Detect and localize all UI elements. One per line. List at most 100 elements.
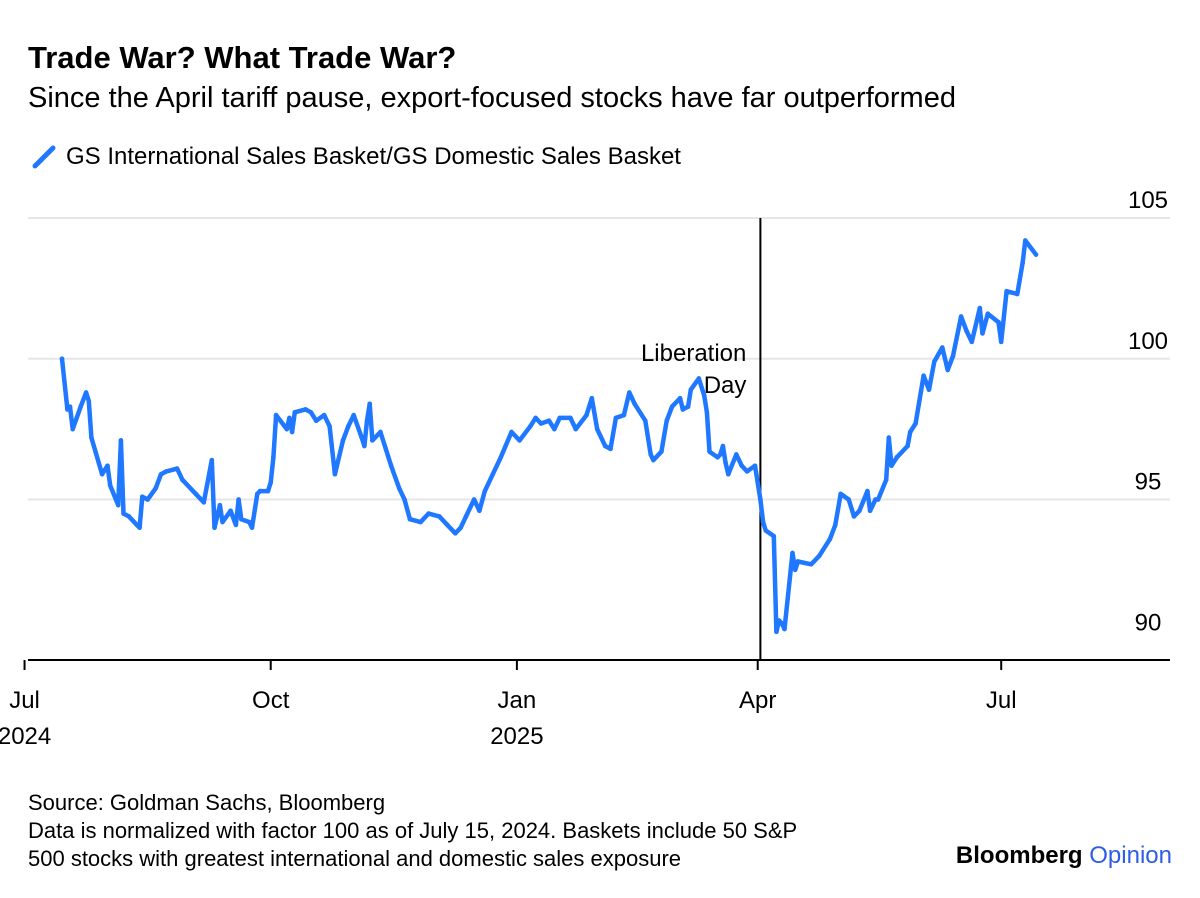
data-point-74 [477,508,482,514]
data-point-100 [659,449,664,454]
data-point-73 [471,497,477,502]
x-tick-label-0: Jul [9,687,40,714]
data-point-32 [236,497,241,502]
data-point-150 [913,421,918,426]
data-point-143 [875,497,881,502]
data-point-116 [734,452,739,457]
data-point-132 [808,561,814,567]
data-point-58 [367,401,373,407]
legend-label: GS International Sales Basket/GS Domesti… [66,143,681,170]
data-point-118 [744,469,750,474]
data-point-124 [771,533,777,539]
data-point-148 [905,443,910,449]
data-point-0 [59,356,65,362]
data-point-5 [83,390,89,395]
data-point-3 [70,426,76,432]
data-point-105 [685,404,691,409]
series-line-intl-vs-domestic [59,238,1039,635]
data-point-69 [445,522,450,528]
data-point-70 [453,531,458,536]
data-point-169 [1033,252,1039,257]
data-point-95 [626,390,632,395]
data-point-159 [969,339,975,345]
data-point-138 [851,514,857,519]
data-point-160 [977,305,983,311]
data-point-38 [265,488,271,494]
data-point-11 [115,502,121,508]
data-point-153 [932,359,937,364]
data-point-115 [725,471,731,477]
data-point-108 [701,393,707,398]
bloomberg-opinion-logo: Bloomberg Opinion [956,842,1172,870]
data-point-44 [289,429,295,435]
data-point-129 [790,550,795,556]
data-point-12 [118,438,124,443]
data-point-149 [907,429,913,435]
data-point-157 [958,314,964,319]
data-point-31 [233,522,239,528]
data-point-59 [370,438,375,443]
data-point-99 [651,457,656,463]
data-point-89 [589,395,595,401]
x-tick-year-0: 2024 [0,723,51,750]
data-point-40 [271,454,276,460]
data-point-104 [680,407,686,412]
data-point-103 [677,395,683,401]
data-point-19 [153,485,158,491]
data-point-52 [340,438,346,443]
data-point-131 [795,559,801,564]
data-point-145 [886,435,892,440]
chart-subtitle: Since the April tariff pause, export-foc… [28,82,956,114]
data-point-66 [418,519,423,525]
data-point-21 [164,469,169,474]
brand-bloomberg: Bloomberg [955,842,1083,869]
data-point-91 [602,443,608,449]
x-tick-label-4: Jul [986,687,1017,714]
data-point-164 [998,339,1004,345]
data-point-125 [774,629,779,635]
x-tick-year-2: 2025 [490,723,543,750]
data-point-135 [833,522,838,528]
data-point-67 [426,511,431,516]
data-point-128 [782,626,787,632]
data-point-102 [669,404,675,409]
data-point-112 [717,452,723,457]
data-point-48 [313,418,319,424]
y-tick-label-95: 95 [1135,469,1162,496]
data-point-50 [327,424,332,429]
data-point-16 [137,525,142,530]
data-point-119 [752,463,758,469]
data-point-156 [950,353,956,359]
data-point-51 [332,471,338,477]
x-tick-label-2: Jan [498,687,537,714]
data-point-10 [107,483,113,488]
data-point-24 [193,491,199,497]
x-tick-label-3: Apr [739,687,776,714]
data-point-166 [1014,291,1020,297]
data-point-83 [546,418,552,424]
data-point-18 [145,497,150,502]
data-point-127 [779,621,785,626]
legend-swatch-icon [32,145,56,169]
data-point-54 [351,412,356,418]
data-point-158 [964,328,969,333]
data-point-109 [704,409,710,415]
data-point-72 [463,514,469,519]
data-point-94 [621,412,627,418]
data-point-23 [180,477,185,483]
data-point-68 [436,514,442,519]
y-tick-label-100: 100 [1128,328,1168,355]
data-point-63 [396,485,402,491]
data-point-167 [1020,260,1025,266]
data-point-33 [238,516,244,522]
data-point-57 [364,418,370,424]
data-point-2 [67,404,73,409]
data-point-20 [158,471,164,477]
data-point-122 [760,519,766,525]
data-point-6 [86,398,92,404]
data-point-46 [303,407,308,412]
data-point-76 [490,471,496,477]
data-point-134 [827,536,833,542]
data-point-163 [996,319,1001,325]
